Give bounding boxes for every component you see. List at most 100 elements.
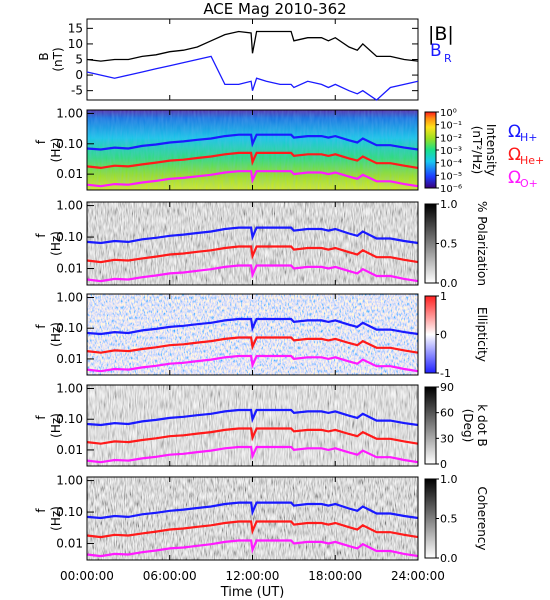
freq-ytick-label: 0.01	[56, 537, 83, 551]
colorbar-tick-label: 10⁻³	[440, 146, 462, 157]
gyro-line-Oplus	[86, 445, 419, 464]
freq-ylabel: f	[34, 233, 48, 238]
colorbar-tick-label: 0.0	[440, 277, 458, 290]
colorbar-tick-label: 0	[440, 458, 447, 471]
colorbar-tick-label: 0	[440, 329, 447, 342]
colorbar-label-intensity: Intensity	[484, 124, 498, 176]
colorbar-tick-label: 10⁻⁴	[440, 159, 462, 170]
figure-title: ACE Mag 2010-362	[203, 0, 347, 18]
freq-ylabel: f	[34, 415, 48, 420]
gyro-line-Heplus	[86, 520, 419, 539]
colorbar-tick-label: 10⁻⁵	[440, 171, 462, 182]
freq-ylabel-unit: (Hz)	[49, 231, 63, 256]
x-tick-label: 24:00:00	[391, 569, 445, 583]
series-line-radial-field	[86, 55, 419, 101]
field-ytick-label: 15	[68, 21, 83, 35]
freq-ytick-label: 0.10	[56, 321, 83, 335]
freq-ytick-label: 0.01	[56, 443, 83, 457]
colorbar-tick-label: 10⁻⁶	[440, 184, 462, 195]
freq-ytick-label: 0.10	[56, 230, 83, 244]
panel-intensity: 1.00 0.10 0.01 f (Hz) 10⁰ 10⁻¹10⁻² 10⁻³ 10⁻⁴10⁻⁵…	[34, 106, 498, 195]
freq-ytick-label: 1.00	[56, 382, 83, 396]
freq-ylabel: f	[34, 508, 48, 513]
series-line-total-field	[86, 30, 419, 62]
colorbar-ellipticity	[424, 295, 437, 374]
legend-radial-field: B	[430, 41, 442, 61]
gyro-line-Heplus	[86, 151, 419, 170]
colorbar-tick-label: 1.0	[440, 473, 458, 486]
colorbar-tick-label: 10⁻²	[440, 133, 462, 144]
gyro-line-Heplus	[86, 336, 419, 354]
colorbar-tick-label: 10⁻¹	[440, 121, 462, 132]
colorbar-unit-intensity: (nT²/Hz)	[470, 126, 484, 174]
freq-ytick-label: 1.00	[56, 291, 83, 305]
freq-ylabel: f	[34, 324, 48, 329]
gyro-line-Hplus	[86, 408, 419, 427]
gyro-line-Hplus	[86, 133, 419, 151]
x-tick-label: 12:00:00	[226, 569, 280, 583]
x-axis-label: Time (UT)	[220, 585, 285, 600]
freq-ytick-label: 0.10	[56, 505, 83, 519]
colorbar-label-coherency: Coherency	[475, 486, 489, 550]
colorbar-kdotb	[424, 386, 437, 465]
field-ytick-label: 0	[75, 68, 83, 82]
gyro-line-Hplus	[86, 226, 419, 245]
colorbar-label-ellipticity: Ellipticity	[475, 307, 489, 362]
legend-radial-sub: R	[444, 52, 452, 65]
colorbar-tick-label: 0.0	[440, 552, 458, 565]
colorbar-tick-label: 10⁰	[440, 108, 457, 119]
colorbar-tick-label: 60	[440, 407, 454, 420]
freq-ytick-label: 1.00	[56, 199, 83, 213]
freq-ytick-label: 1.00	[56, 474, 83, 488]
panel-ellipticity: 1.00 0.10 0.01 f (Hz) 1 0 -1 Ellipticity	[34, 290, 489, 380]
freq-ylabel-unit: (Hz)	[49, 138, 63, 163]
colorbar-tick-label: 1.0	[440, 198, 458, 211]
colorbar-tick-label: -1	[440, 367, 451, 380]
x-tick-label: 00:00:00	[60, 569, 114, 583]
gyro-line-Oplus	[86, 170, 419, 188]
colorbar-coherency	[424, 478, 437, 559]
gyro-legend-symbol: Ω	[508, 168, 521, 188]
gyro-legend-sub: He+	[520, 154, 544, 167]
gyro-line-Heplus	[86, 427, 419, 445]
gyro-legend-sub: H+	[520, 131, 538, 144]
colorbar-label-polarization: % Polarization	[475, 201, 489, 286]
colorbar-tick-label: 1	[440, 290, 447, 303]
colorbar-unit-kdotb: (Deg)	[461, 409, 475, 443]
freq-ylabel-unit: (Hz)	[49, 506, 63, 531]
colorbar-intensity	[424, 111, 437, 189]
freq-ytick-label: 0.01	[56, 262, 83, 276]
colorbar-tick-label: 0.5	[440, 513, 458, 526]
gyro-line-Heplus	[86, 245, 419, 264]
panel-polarization: 1.00 0.10 0.01 f (Hz) 1.0 0.5 0.0 % Polarization	[34, 198, 489, 290]
colorbar-label-kdotb: k dot B	[475, 404, 489, 446]
panel-kdotb: 1.00 0.10 0.01 f (Hz) 90 60 30 0 k dot B(Deg)	[34, 381, 489, 471]
colorbar-tick-label: 30	[440, 432, 454, 445]
gyro-line-Oplus	[86, 539, 419, 558]
freq-ylabel-unit: (Hz)	[49, 322, 63, 347]
colorbar-polarization	[424, 203, 437, 284]
freq-ylabel: f	[34, 139, 48, 144]
field-ytick-label: 5	[75, 53, 83, 67]
field-ytick-label: -5	[71, 84, 83, 98]
field-ytick-label: 10	[68, 37, 83, 51]
legend-total-field: |B|	[428, 23, 454, 45]
freq-ytick-label: 0.10	[56, 412, 83, 426]
gyro-line-Hplus	[86, 317, 419, 336]
panel-coherency: 1.00 0.10 0.01 f (Hz) 1.0 0.5 0.0 Coherency	[34, 473, 489, 565]
gyro-legend-symbol: Ω	[508, 145, 521, 165]
colorbar-tick-label: 90	[440, 381, 454, 394]
freq-ylabel-unit: (Hz)	[49, 413, 63, 438]
freq-ytick-label: 0.01	[56, 167, 83, 181]
colorbar-tick-label: 0.5	[440, 238, 458, 251]
x-tick-label: 18:00:00	[308, 569, 362, 583]
gyro-line-Hplus	[86, 501, 419, 520]
gyro-legend-symbol: Ω	[508, 122, 521, 142]
field-ylabel: B	[37, 52, 51, 60]
freq-ytick-label: 0.10	[56, 137, 83, 151]
gyro-line-Oplus	[86, 264, 419, 283]
field-ylabel-unit: (nT)	[51, 47, 65, 71]
gyro-line-Oplus	[86, 354, 419, 373]
x-tick-label: 06:00:00	[143, 569, 197, 583]
